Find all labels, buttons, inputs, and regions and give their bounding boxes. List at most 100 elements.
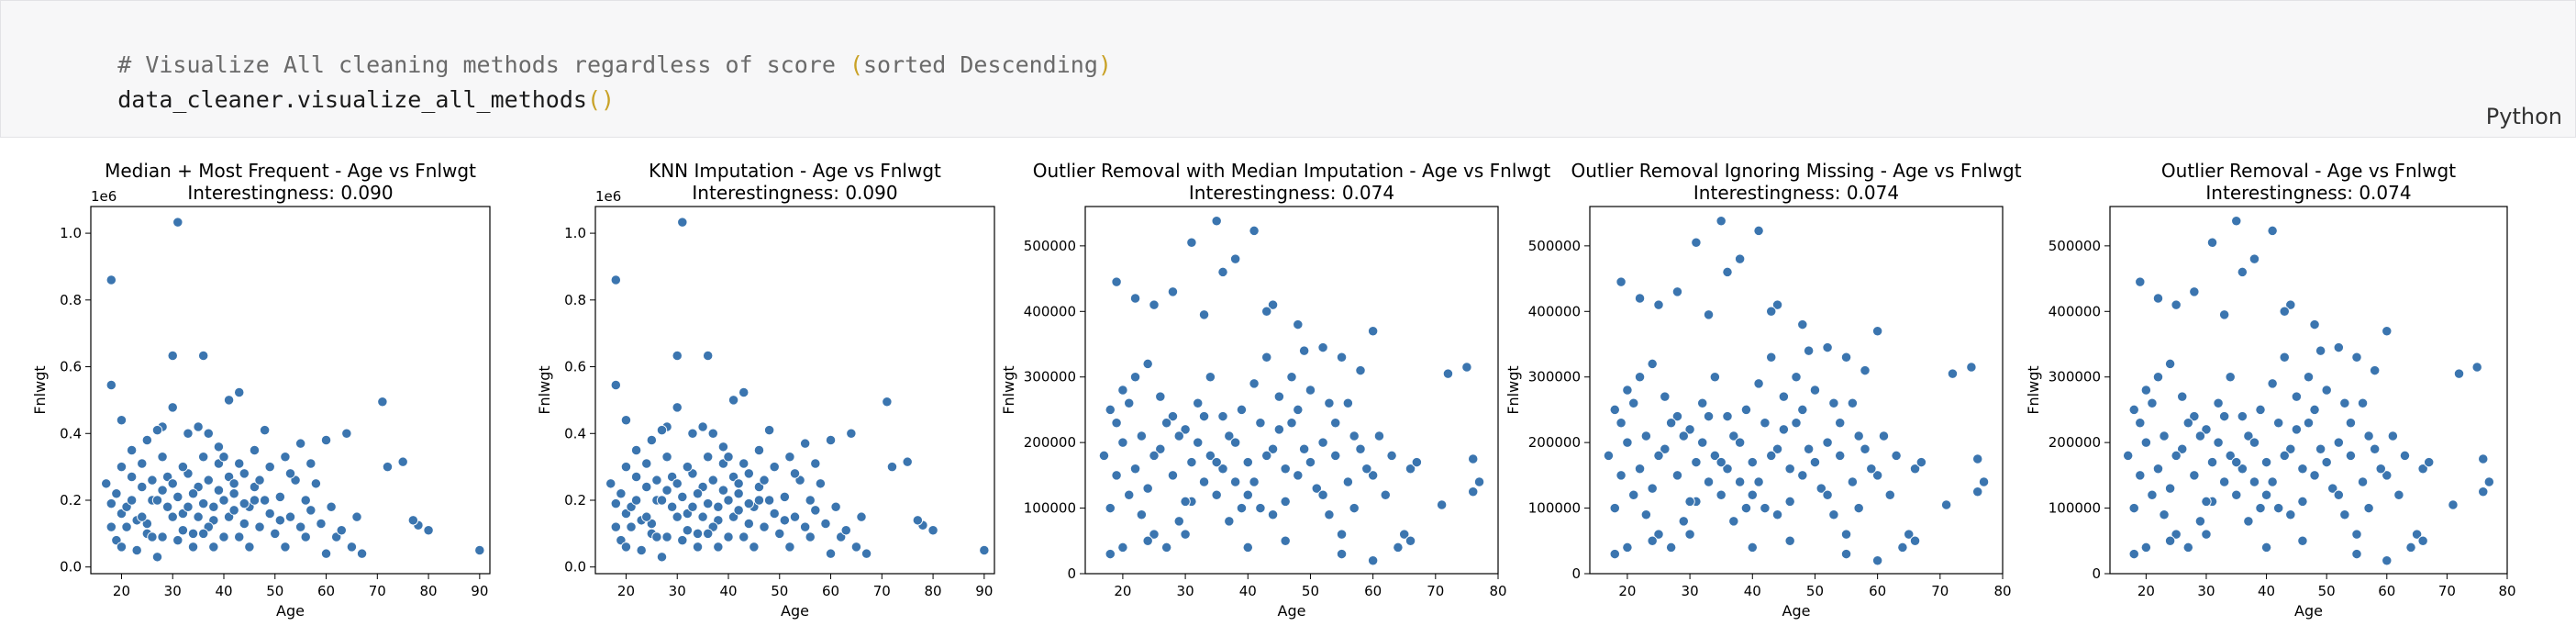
data-point (763, 495, 775, 506)
data-point (1249, 378, 1260, 389)
data-point (157, 485, 168, 496)
data-point (1972, 453, 1983, 464)
data-point (377, 397, 388, 408)
data-point (1634, 464, 1646, 475)
data-point (1186, 237, 1197, 248)
x-tick-label: 80 (1993, 583, 2011, 599)
data-point (1286, 372, 1297, 383)
data-point (2135, 470, 2146, 481)
data-point (1734, 253, 1746, 264)
data-point (2453, 368, 2465, 379)
data-point (1124, 489, 1135, 500)
data-point (651, 475, 662, 486)
data-point (1111, 276, 1122, 287)
data-point (620, 461, 632, 473)
data-point (1703, 476, 1715, 487)
data-point (1791, 418, 1802, 429)
y-tick-label: 400000 (1024, 303, 1076, 319)
data-point (2297, 535, 2308, 546)
data-point (1671, 286, 1683, 297)
data-point (861, 548, 872, 559)
data-point (1442, 368, 1454, 379)
data-point (320, 548, 332, 559)
data-point (2333, 437, 2344, 448)
data-point (820, 518, 831, 530)
data-point (1355, 443, 1366, 454)
data-point (1473, 476, 1485, 487)
data-point (2182, 418, 2193, 429)
data-point (1205, 372, 1216, 383)
data-point (2213, 397, 2224, 408)
data-point (1198, 309, 1210, 320)
data-point (151, 552, 163, 563)
data-point (213, 441, 225, 453)
data-point (1349, 502, 1360, 514)
data-point (1897, 542, 1908, 553)
data-point (810, 458, 821, 469)
data-point (1249, 225, 1260, 237)
data-point (656, 424, 668, 436)
data-point (1305, 385, 1316, 396)
data-point (305, 458, 316, 469)
data-point (727, 395, 739, 406)
data-point (1261, 352, 1272, 363)
data-point (610, 521, 621, 532)
x-tick-label: 70 (873, 583, 891, 599)
data-point (743, 497, 754, 509)
data-point (1771, 299, 1783, 310)
data-point (1634, 293, 1646, 304)
data-point (2285, 443, 2296, 454)
data-point (856, 511, 867, 522)
data-point (1835, 418, 1846, 429)
data-point (769, 508, 780, 520)
data-point (177, 525, 189, 536)
data-point (1211, 216, 1222, 227)
data-point (2231, 489, 2242, 500)
data-point (1324, 397, 1335, 408)
y-tick-label: 0.0 (564, 559, 586, 576)
chart-subtitle: Interestingness: 0.090 (692, 182, 897, 204)
data-point (2424, 456, 2435, 468)
data-point (1722, 464, 1733, 475)
data-point (2140, 385, 2152, 396)
data-point (382, 461, 394, 473)
code-cell[interactable]: # Visualize All cleaning methods regardl… (0, 0, 2576, 138)
data-point (167, 350, 178, 362)
x-axis-label: Age (276, 602, 305, 620)
data-point (137, 511, 148, 522)
data-point (1734, 476, 1746, 487)
data-point (1715, 216, 1727, 227)
data-point (198, 452, 209, 463)
data-point (1293, 404, 1304, 416)
data-point (162, 501, 173, 512)
data-point (254, 521, 265, 532)
data-point (228, 478, 239, 489)
data-point (1966, 362, 1977, 373)
x-tick-label: 50 (2318, 583, 2336, 599)
data-point (2345, 418, 2357, 429)
data-point (677, 534, 688, 546)
data-point (244, 542, 255, 553)
data-point (126, 444, 138, 456)
data-point (713, 542, 724, 553)
data-point (1684, 496, 1695, 508)
data-point (733, 488, 744, 499)
data-point (2285, 299, 2296, 310)
data-point (1117, 385, 1128, 396)
data-point (1330, 450, 1341, 462)
data-point (1198, 476, 1210, 487)
data-point (1640, 430, 1652, 441)
data-point (2478, 453, 2489, 464)
data-point (1155, 443, 1166, 454)
charts-output: Median + Most Frequent - Age vs FnlwgtIn… (31, 160, 2516, 620)
data-point (1740, 404, 1752, 416)
x-tick-label: 40 (719, 583, 737, 599)
data-point (1336, 548, 1348, 560)
data-point (147, 475, 158, 486)
data-point (1242, 456, 1253, 468)
data-point (1129, 293, 1141, 304)
data-point (1728, 516, 1739, 527)
data-point (213, 485, 225, 496)
data-point (151, 495, 163, 506)
data-point (187, 542, 199, 553)
